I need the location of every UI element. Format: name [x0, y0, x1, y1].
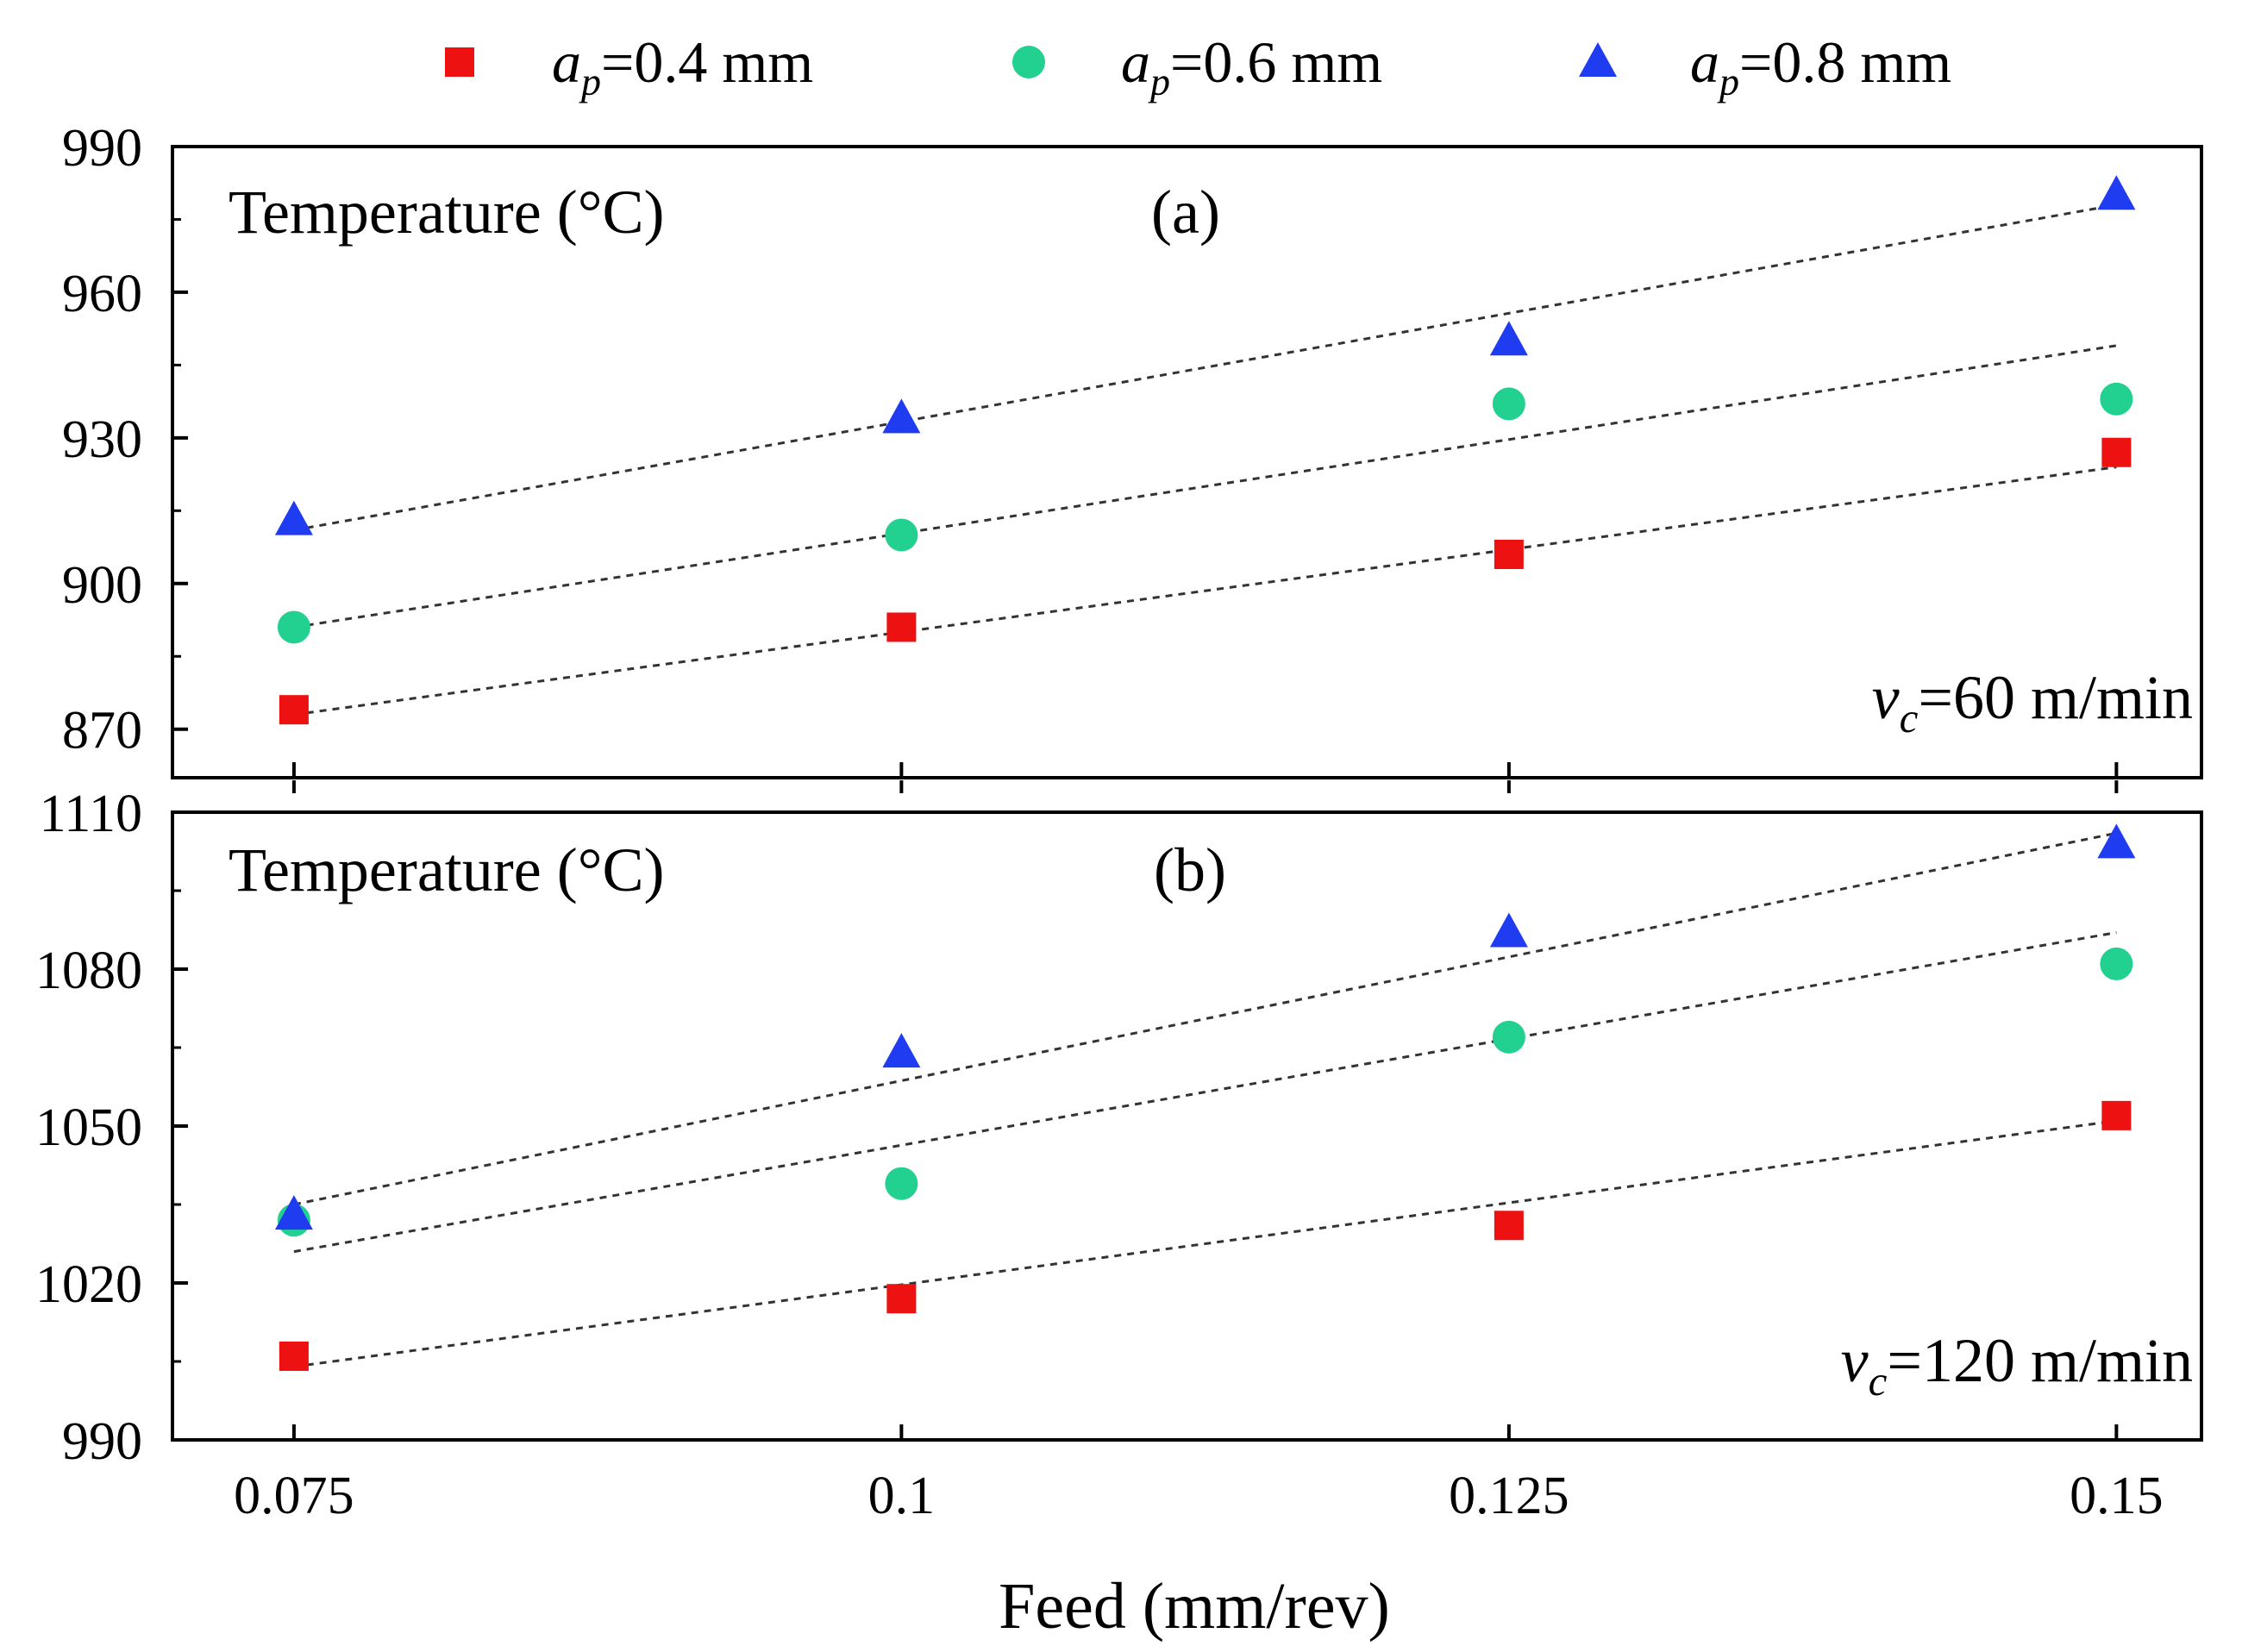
x-axis-label: Feed (mm/rev) [999, 1570, 1390, 1643]
point-b-s1-4 [2101, 1100, 2132, 1130]
legend-item-3: ap=0.8 mm [1579, 29, 1951, 103]
x-tick-label-3: 0.15 [2070, 1467, 2164, 1525]
point-b-s3-2 [882, 1033, 921, 1068]
point-a-s3-2 [882, 398, 921, 434]
trend-line-a-3 [293, 203, 2117, 532]
legend-label-2: ap=0.6 mm [1121, 29, 1382, 103]
point-b-s2-2 [885, 1167, 918, 1200]
legend-label-3-var: a [1690, 29, 1719, 95]
legend-label-1-var: a [552, 29, 581, 95]
point-a-s2-4 [2100, 382, 2133, 416]
condition-label-a-var: v [1872, 663, 1900, 732]
y-tick-label-a-930: 930 [62, 410, 142, 469]
legend-item-1: ap=0.4 mm [445, 29, 813, 103]
y-tick-label-b-1050: 1050 [35, 1098, 142, 1157]
y-tick-label-a-990: 990 [62, 119, 142, 178]
condition-label-a: vc=60 m/min [1872, 663, 2193, 742]
legend-marker-3 [1579, 42, 1617, 77]
trend-line-a-2 [293, 344, 2117, 629]
condition-label-b-var: v [1841, 1326, 1869, 1395]
panel-b: 990 1020 1050 1080 1110 0.075 0.1 0.125 0.15 Temp… [35, 785, 2203, 1525]
y-tick-label-b-1020: 1020 [35, 1255, 142, 1314]
point-a-s3-4 [2097, 175, 2136, 210]
legend-marker-1 [445, 47, 474, 77]
point-b-s2-4 [2100, 947, 2133, 980]
point-a-s1-2 [886, 612, 917, 642]
legend: ap=0.4 mm ap=0.6 mm ap=0.8 mm [445, 29, 1951, 103]
condition-label-a-text: =60 m/min [1918, 663, 2193, 732]
y-tick-label-b-1110: 1110 [40, 785, 142, 843]
point-b-s3-3 [1489, 912, 1528, 948]
point-a-s1-1 [279, 695, 309, 725]
legend-marker-2 [1012, 46, 1045, 78]
legend-label-3: ap=0.8 mm [1690, 29, 1951, 103]
y-tick-label-b-1080: 1080 [35, 942, 142, 1000]
point-a-s1-3 [1494, 539, 1524, 569]
panel-label-b: (b) [1154, 835, 1226, 904]
point-b-s1-3 [1494, 1211, 1524, 1241]
plot-frame-a [171, 145, 2203, 779]
x-tick-label-0: 0.075 [234, 1467, 354, 1525]
x-tick-label-1: 0.1 [868, 1467, 936, 1525]
legend-item-2: ap=0.6 mm [1012, 29, 1382, 103]
point-b-s1-2 [886, 1284, 917, 1314]
condition-label-b-sub: c [1869, 1357, 1888, 1405]
y-tick-label-a-960: 960 [62, 265, 142, 323]
point-a-s3-1 [274, 500, 313, 535]
panel-a: 870 900 930 960 990 Temperature (°C) (a) vc=60 … [62, 119, 2203, 793]
point-a-s2-1 [277, 610, 310, 644]
legend-label-1-text: =0.4 mm [601, 29, 813, 95]
y-axis-label-b: Temperature (°C) [229, 835, 665, 904]
x-tick-label-2: 0.125 [1449, 1467, 1569, 1525]
legend-label-1-sub: p [579, 59, 601, 103]
point-b-s3-4 [2097, 823, 2136, 859]
condition-label-b-text: =120 m/min [1887, 1326, 2193, 1395]
trend-line-a-1 [293, 466, 2117, 716]
legend-label-2-var: a [1121, 29, 1150, 95]
legend-label-2-text: =0.6 mm [1170, 29, 1382, 95]
trend-line-b-1 [293, 1119, 2117, 1368]
legend-label-3-sub: p [1717, 59, 1739, 103]
point-a-s2-2 [885, 518, 918, 552]
panel-label-a: (a) [1151, 178, 1220, 247]
condition-label-a-sub: c [1900, 694, 1919, 742]
legend-label-3-text: =0.8 mm [1739, 29, 1951, 95]
point-a-s3-3 [1489, 321, 1528, 356]
point-a-s1-4 [2101, 437, 2132, 467]
legend-label-1: ap=0.4 mm [552, 29, 813, 103]
point-a-s2-3 [1492, 387, 1525, 421]
y-tick-label-b-990: 990 [62, 1412, 142, 1471]
point-b-s2-3 [1492, 1020, 1525, 1054]
condition-label-b: vc=120 m/min [1841, 1326, 2193, 1405]
y-tick-label-a-900: 900 [62, 556, 142, 615]
point-b-s3-1 [274, 1195, 313, 1230]
y-axis-label-a: Temperature (°C) [229, 178, 665, 247]
trend-line-b-2 [293, 931, 2117, 1254]
y-tick-label-a-870: 870 [62, 702, 142, 760]
legend-label-2-sub: p [1148, 59, 1170, 103]
point-b-s1-1 [279, 1341, 309, 1371]
